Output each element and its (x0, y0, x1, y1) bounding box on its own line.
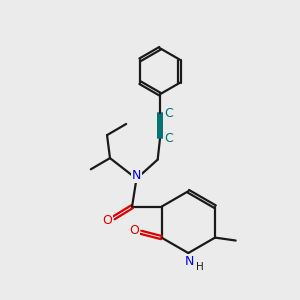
Text: N: N (185, 255, 194, 268)
Text: H: H (196, 262, 203, 272)
Text: N: N (132, 169, 141, 182)
Text: O: O (130, 224, 140, 237)
Text: C: C (164, 107, 173, 120)
Text: O: O (102, 214, 112, 227)
Text: C: C (164, 132, 173, 145)
